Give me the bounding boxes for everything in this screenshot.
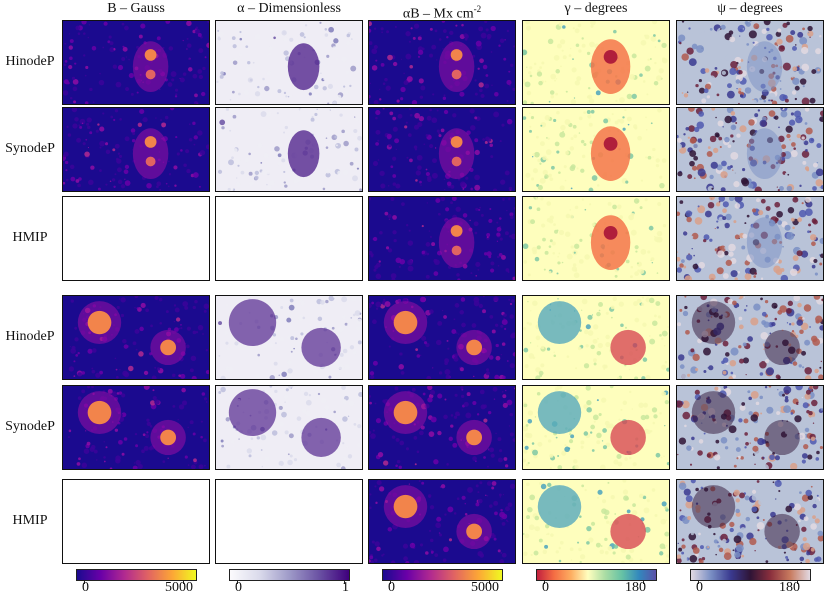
image-panel	[62, 107, 210, 192]
panel-image	[523, 197, 669, 280]
panel-image	[369, 197, 515, 280]
image-panel	[676, 107, 824, 192]
colorbar-tick-mark	[489, 580, 490, 584]
panel-image	[369, 296, 515, 379]
column-title-superscript: -2	[473, 4, 482, 14]
panel-image	[63, 386, 209, 469]
image-panel	[215, 295, 363, 380]
image-panel	[676, 295, 824, 380]
image-panel	[522, 20, 670, 105]
colorbar-tick-label: 0	[542, 580, 549, 595]
panel-image	[216, 21, 362, 104]
colorbar	[536, 569, 657, 581]
panel-image	[523, 386, 669, 469]
image-panel	[522, 196, 670, 281]
colorbar-tick-mark	[797, 580, 798, 584]
image-panel	[522, 385, 670, 470]
colorbar-tick-label: 0	[696, 580, 703, 595]
panel-image	[677, 21, 823, 104]
column-title: ψ – degrees	[676, 0, 824, 18]
colorbar-tick-mark	[698, 580, 699, 584]
column-title-text: αB – Mx cm	[402, 6, 474, 22]
image-panel	[215, 20, 363, 105]
panel-image	[523, 296, 669, 379]
row-label: HMIP	[12, 229, 48, 245]
panel-image	[63, 296, 209, 379]
colorbar-tick-mark	[237, 580, 238, 584]
image-panel	[522, 295, 670, 380]
image-panel	[368, 20, 516, 105]
panel-image	[677, 296, 823, 379]
colorbar	[382, 569, 503, 581]
panel-image	[216, 108, 362, 191]
colorbar	[229, 569, 350, 581]
colorbar-tick-mark	[84, 580, 85, 584]
panel-image	[523, 21, 669, 104]
panel-image	[677, 480, 823, 563]
image-panel	[215, 385, 363, 470]
image-panel	[522, 479, 670, 564]
column-title-text: B – Gauss	[107, 1, 165, 16]
colorbar-tick-mark	[643, 580, 644, 584]
panel-image	[216, 296, 362, 379]
image-panel	[676, 20, 824, 105]
colorbar-tick-label: 1	[342, 580, 349, 595]
row-label: HinodeP	[5, 328, 55, 344]
image-panel	[368, 196, 516, 281]
image-panel	[676, 385, 824, 470]
image-panel	[215, 107, 363, 192]
panel-image	[216, 386, 362, 469]
colorbar-tick-mark	[344, 580, 345, 584]
panel-image	[63, 108, 209, 191]
image-panel	[62, 295, 210, 380]
image-panel	[676, 196, 824, 281]
image-panel	[368, 385, 516, 470]
colorbar-tick-label: 5000	[471, 580, 499, 595]
colorbar-tick-label: 180	[779, 580, 800, 595]
panel-image	[369, 108, 515, 191]
column-title: αB – Mx cm-2	[368, 0, 516, 22]
image-panel	[368, 295, 516, 380]
image-panel	[62, 385, 210, 470]
column-title-text: γ – degrees	[564, 1, 628, 16]
image-panel	[676, 479, 824, 564]
row-label: SynodeP	[5, 140, 55, 156]
column-title: γ – degrees	[522, 0, 670, 18]
colorbar	[690, 569, 811, 581]
column-title-text: α – Dimensionless	[237, 1, 341, 16]
panel-image	[523, 480, 669, 563]
empty-panel	[62, 196, 210, 281]
column-title-text: ψ – degrees	[717, 1, 783, 16]
colorbar-tick-label: 0	[82, 580, 89, 595]
colorbar-tick-mark	[390, 580, 391, 584]
empty-panel	[215, 196, 363, 281]
image-panel	[522, 107, 670, 192]
panel-image	[63, 21, 209, 104]
panel-image	[369, 480, 515, 563]
panel-image	[369, 386, 515, 469]
empty-panel	[62, 479, 210, 564]
panel-image	[523, 108, 669, 191]
image-panel	[368, 107, 516, 192]
panel-image	[677, 386, 823, 469]
image-panel	[62, 20, 210, 105]
column-title: B – Gauss	[62, 0, 210, 18]
panel-image	[369, 21, 515, 104]
colorbar-tick-mark	[544, 580, 545, 584]
colorbar-tick-label: 0	[388, 580, 395, 595]
row-label: HinodeP	[5, 53, 55, 69]
colorbar-tick-label: 0	[235, 580, 242, 595]
colorbar-tick-label: 180	[625, 580, 646, 595]
colorbar-tick-mark	[183, 580, 184, 584]
panel-image	[677, 108, 823, 191]
panel-image	[677, 197, 823, 280]
row-label: HMIP	[12, 512, 48, 528]
image-panel	[368, 479, 516, 564]
empty-panel	[215, 479, 363, 564]
row-label: SynodeP	[5, 418, 55, 434]
colorbar-tick-label: 5000	[165, 580, 193, 595]
column-title: α – Dimensionless	[215, 0, 363, 18]
colorbar	[76, 569, 197, 581]
